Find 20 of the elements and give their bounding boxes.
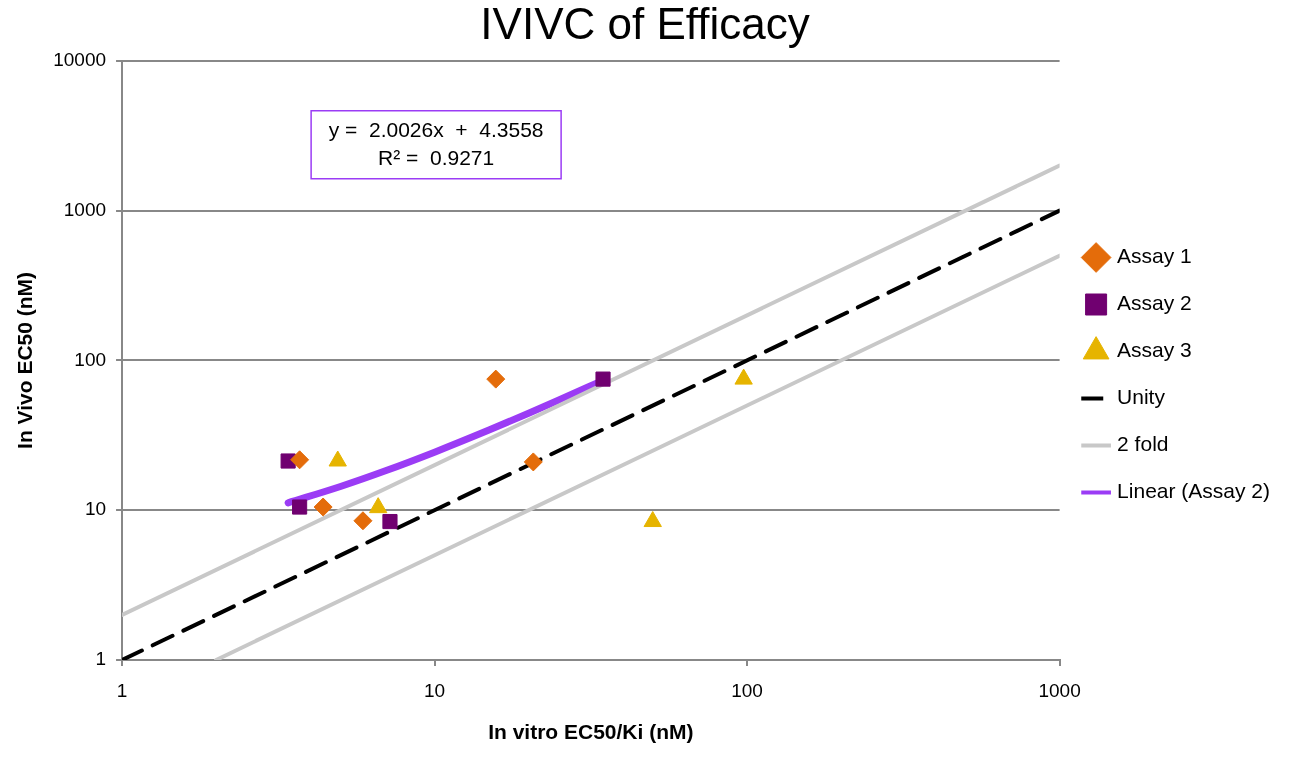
annotation: R² = 0.9271 [378, 145, 495, 169]
y-tick-label: 1000 [63, 198, 107, 220]
legend-label: Unity [1117, 385, 1166, 409]
x-tick-label: 1000 [1038, 679, 1081, 701]
legend-label: 2 fold [1117, 432, 1169, 456]
legend-label: Assay 2 [1117, 291, 1192, 315]
annotation: y = 2.0026x + 4.3558 [328, 117, 544, 141]
y-tick-label: 1 [95, 648, 107, 670]
legend-label: Assay 3 [1117, 338, 1192, 362]
chart-title: IVIVC of Efficacy [480, 0, 810, 48]
y-tick-label: 10000 [53, 49, 107, 71]
y-tick-label: 100 [74, 348, 107, 370]
legend-label: Assay 1 [1117, 244, 1192, 268]
x-tick-label: 1 [116, 679, 128, 701]
x-tick-label: 100 [731, 679, 763, 701]
legend-label: Linear (Assay 2) [1117, 479, 1271, 503]
y-axis-title: In Vivo EC50 (nM) [13, 271, 37, 449]
x-axis-title: In vitro EC50/Ki (nM) [488, 720, 694, 744]
y-tick-label: 10 [84, 498, 107, 520]
x-tick-label: 10 [423, 679, 446, 701]
